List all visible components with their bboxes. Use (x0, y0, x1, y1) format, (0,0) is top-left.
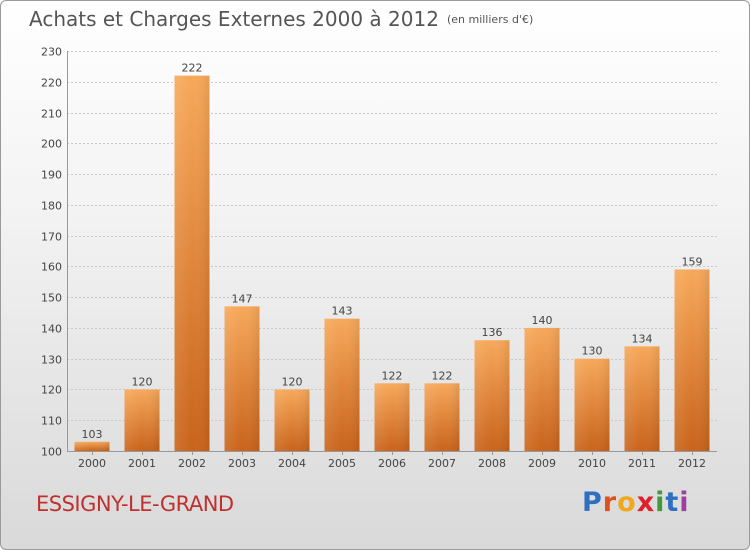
data-label: 159 (682, 255, 703, 268)
bar-shading (274, 389, 310, 451)
proxiti-logo: Proxiti (582, 487, 690, 518)
y-tick-label: 160 (41, 261, 62, 274)
data-label: 140 (532, 314, 553, 327)
y-tick-label: 100 (41, 446, 62, 459)
data-label: 120 (282, 375, 303, 388)
data-label: 122 (432, 369, 453, 382)
y-tick-label: 140 (41, 323, 62, 336)
bar-shading (574, 358, 610, 451)
data-label: 143 (332, 305, 353, 318)
x-tick-label: 2005 (328, 457, 356, 470)
y-tick-label: 170 (41, 231, 62, 244)
y-tick-label: 150 (41, 292, 62, 305)
y-tick-label: 120 (41, 384, 62, 397)
bar-shading (224, 306, 260, 451)
y-tick-label: 220 (41, 77, 62, 90)
y-tick-label: 190 (41, 169, 62, 182)
x-tick-label: 2008 (478, 457, 506, 470)
bar-shading (524, 327, 560, 451)
logo-letter: t (665, 487, 680, 518)
logo-letter: i (679, 487, 690, 518)
logo-letter: P (582, 487, 603, 518)
x-tick-label: 2009 (528, 457, 556, 470)
x-tick-label: 2007 (428, 457, 456, 470)
x-tick-label: 2002 (178, 457, 206, 470)
data-label: 122 (382, 369, 403, 382)
logo-letter: o (617, 487, 637, 518)
data-label: 222 (182, 62, 203, 75)
x-tick-label: 2000 (78, 457, 106, 470)
x-tick-label: 2006 (378, 457, 406, 470)
logo-letter: r (602, 487, 618, 518)
x-tick-label: 2001 (128, 457, 156, 470)
x-tick-label: 2004 (278, 457, 306, 470)
bar-shading (474, 340, 510, 451)
y-tick-label: 110 (41, 415, 62, 428)
x-tick-label: 2003 (228, 457, 256, 470)
data-label: 134 (632, 332, 653, 345)
y-tick-label: 130 (41, 354, 62, 367)
bar-shading (674, 269, 710, 451)
x-tick-label: 2010 (578, 457, 606, 470)
y-tick-label: 200 (41, 138, 62, 151)
x-tick-label: 2011 (628, 457, 656, 470)
data-label: 120 (132, 375, 153, 388)
bar-shading (324, 318, 360, 451)
chart-title-text: Achats et Charges Externes 2000 à 2012 (29, 7, 439, 31)
bar-shading (374, 383, 410, 451)
y-tick-label: 210 (41, 108, 62, 121)
y-tick-label: 230 (41, 46, 62, 59)
data-label: 147 (232, 292, 253, 305)
chart-unit: (en milliers d'€) (446, 13, 534, 26)
data-label: 130 (582, 345, 603, 358)
bar-shading (124, 389, 160, 451)
bar-shading (174, 75, 210, 451)
data-label: 103 (82, 428, 103, 441)
data-label: 136 (482, 326, 503, 339)
place-name: ESSIGNY-LE-GRAND (36, 492, 234, 516)
bar-shading (624, 346, 660, 451)
x-tick-label: 2012 (678, 457, 706, 470)
logo-letter: i (655, 487, 666, 518)
y-tick-label: 180 (41, 200, 62, 213)
chart-title: Achats et Charges Externes 2000 à 2012 (e… (29, 7, 533, 31)
bar-shading (74, 441, 110, 451)
logo-letter: x (636, 487, 656, 518)
bar-shading (424, 383, 460, 451)
